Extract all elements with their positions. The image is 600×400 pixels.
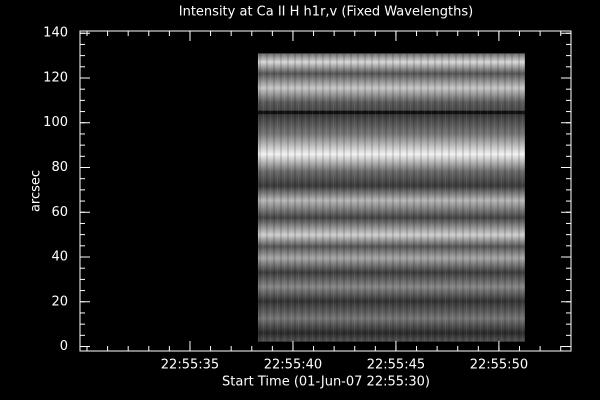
x-tick-label: 22:55:40 <box>264 358 322 373</box>
y-tick-label: 0 <box>60 339 68 354</box>
y-tick-label: 20 <box>51 294 68 309</box>
x-tick-label: 22:55:50 <box>470 358 528 373</box>
chart-title: Intensity at Ca II H h1r,v (Fixed Wavele… <box>179 5 473 20</box>
y-tick-label: 40 <box>51 250 68 265</box>
y-tick-label: 60 <box>51 205 68 220</box>
y-tick-label: 120 <box>43 70 68 85</box>
x-axis-title: Start Time (01-Jun-07 22:55:30) <box>222 375 430 390</box>
x-tick-label: 22:55:35 <box>161 358 219 373</box>
x-tick-label: 22:55:45 <box>367 358 425 373</box>
y-tick-label: 100 <box>43 115 68 130</box>
plot-frame <box>79 30 572 352</box>
image-texture <box>257 53 525 342</box>
y-axis-title: arcsec <box>29 170 44 212</box>
y-tick-label: 80 <box>51 160 68 175</box>
y-tick-label: 140 <box>43 26 68 41</box>
